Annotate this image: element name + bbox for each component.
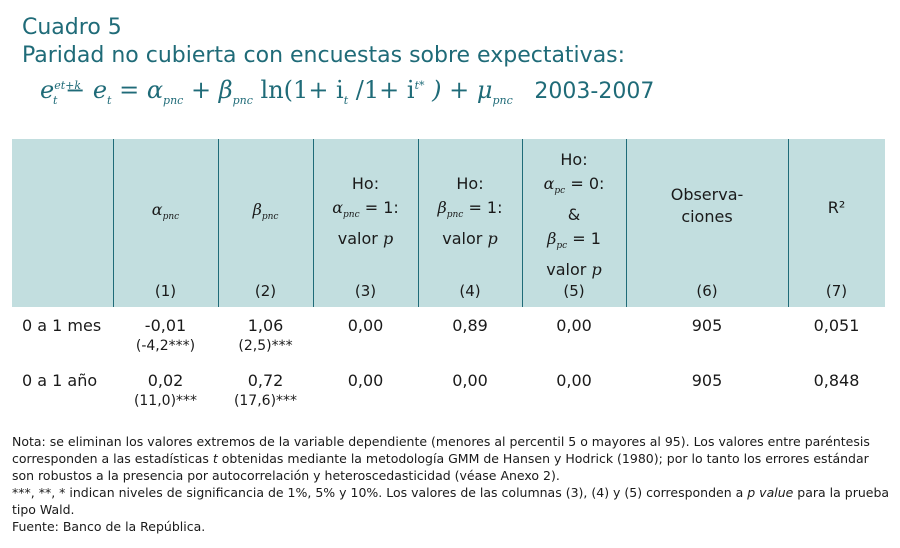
col-divider [788,139,789,307]
header-joint-test: Ho: αpc = 0: & βpc = 1 valor p [543,150,605,279]
colnum: (4) [459,282,481,300]
table-cell: 0,72 (17,6)*** [233,371,298,409]
formula-pnc: pnc [163,93,184,107]
regression-formula: eet+kt − et = αpnc + βpnc ln(1+ it /1+ i… [40,76,655,107]
row-label: 0 a 1 mes [22,316,102,335]
table-cell: -0,01 (-4,2***) [135,316,196,354]
table-cell: 0,848 [813,371,860,390]
formula-mu: ) + μ [432,76,493,104]
table-cell: 0,00 [347,371,384,390]
formula-e: e [40,76,55,104]
cuadro-number: Cuadro 5 [22,15,122,40]
table-cell: 905 [691,371,723,390]
header-r2: R² [827,198,846,217]
formula-div: /1+ i [355,76,415,104]
row-label: 0 a 1 año [22,371,98,390]
table-cell: 1,06 (2,5)*** [238,316,293,354]
formula-minus: − e [65,76,108,104]
colnum: (6) [696,282,718,300]
col-divider [626,139,627,307]
header-alpha: αpnc [151,200,180,222]
col-divider [418,139,419,307]
header-observations: Observa- ciones [670,185,744,226]
table-cell: 0,02 (11,0)*** [133,371,198,409]
table-cell: 0,051 [813,316,860,335]
colnum: (1) [154,282,177,300]
table-notes: Nota: se eliminan los valores extremos d… [12,433,892,535]
table-header [12,139,885,307]
header-test-alpha: Ho: αpnc = 1: valor p [332,174,399,248]
formula-alpha: = α [119,76,164,104]
colnum: (3) [354,282,377,300]
col-divider [218,139,219,307]
colnum: (7) [825,282,848,300]
significance-note: ***, **, * indican niveles de significan… [12,485,890,517]
formula-beta: + β [190,76,233,104]
table-cell: 0,89 [452,316,488,335]
table-cell: 0,00 [556,316,592,335]
table-cell: 0,00 [452,371,488,390]
table-title: Cuadro 5 Paridad no cubierta con encuest… [22,14,625,70]
table-cell: 0,00 [556,371,592,390]
header-test-beta: Ho: βpnc = 1: valor p [437,174,503,248]
header-beta: βpnc [252,200,279,222]
colnum: (5) [563,282,585,300]
col-divider [113,139,114,307]
period: 2003-2007 [534,79,655,104]
formula-ln: ln(1+ i [260,76,344,104]
col-divider [522,139,523,307]
note-text: Nota: se eliminan los valores extremos d… [12,434,870,483]
formula-sub: t [53,93,58,107]
source-note: Fuente: Banco de la República. [12,519,206,534]
colnum: (2) [254,282,277,300]
table-cell: 0,00 [347,316,384,335]
table-subtitle: Paridad no cubierta con encuestas sobre … [22,43,626,68]
table-cell: 905 [691,316,723,335]
formula-star: t* [414,79,425,92]
col-divider [313,139,314,307]
